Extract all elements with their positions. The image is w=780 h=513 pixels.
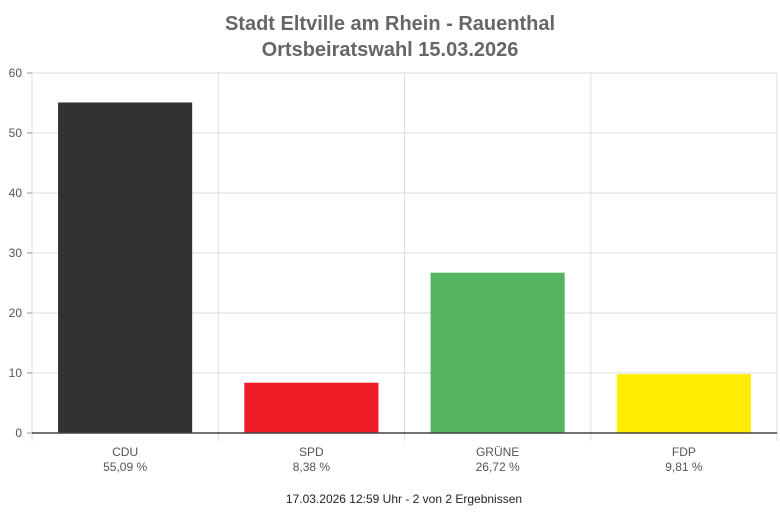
category-label: SPD (299, 445, 324, 459)
bars (58, 102, 751, 434)
category-label: FDP (672, 445, 696, 459)
footer-status: 17.03.2026 12:59 Uhr - 2 von 2 Ergebniss… (286, 492, 522, 506)
value-label: 9,81 % (665, 460, 703, 474)
y-tick-label: 50 (9, 126, 23, 140)
value-label: 26,72 % (476, 460, 520, 474)
value-label: 8,38 % (293, 460, 331, 474)
y-tick-label: 10 (9, 366, 23, 380)
y-tick-label: 0 (15, 426, 22, 440)
y-tick-label: 40 (9, 186, 23, 200)
chart-title: Stadt Eltville am Rhein - Rauenthal (225, 13, 555, 35)
y-tick-label: 30 (9, 246, 23, 260)
value-label: 55,09 % (103, 460, 147, 474)
category-label: GRÜNE (476, 445, 519, 459)
category-label: CDU (112, 445, 138, 459)
chart-subtitle: Ortsbeiratswahl 15.03.2026 (262, 39, 519, 61)
y-axis: 0 10 20 30 40 50 60 (9, 66, 32, 440)
bar-gr-ne (430, 272, 565, 433)
bar-cdu (58, 102, 193, 434)
y-tick-label: 60 (9, 66, 23, 80)
y-tick-label: 20 (9, 306, 23, 320)
bar-spd (244, 382, 379, 433)
bar-fdp (616, 374, 751, 433)
